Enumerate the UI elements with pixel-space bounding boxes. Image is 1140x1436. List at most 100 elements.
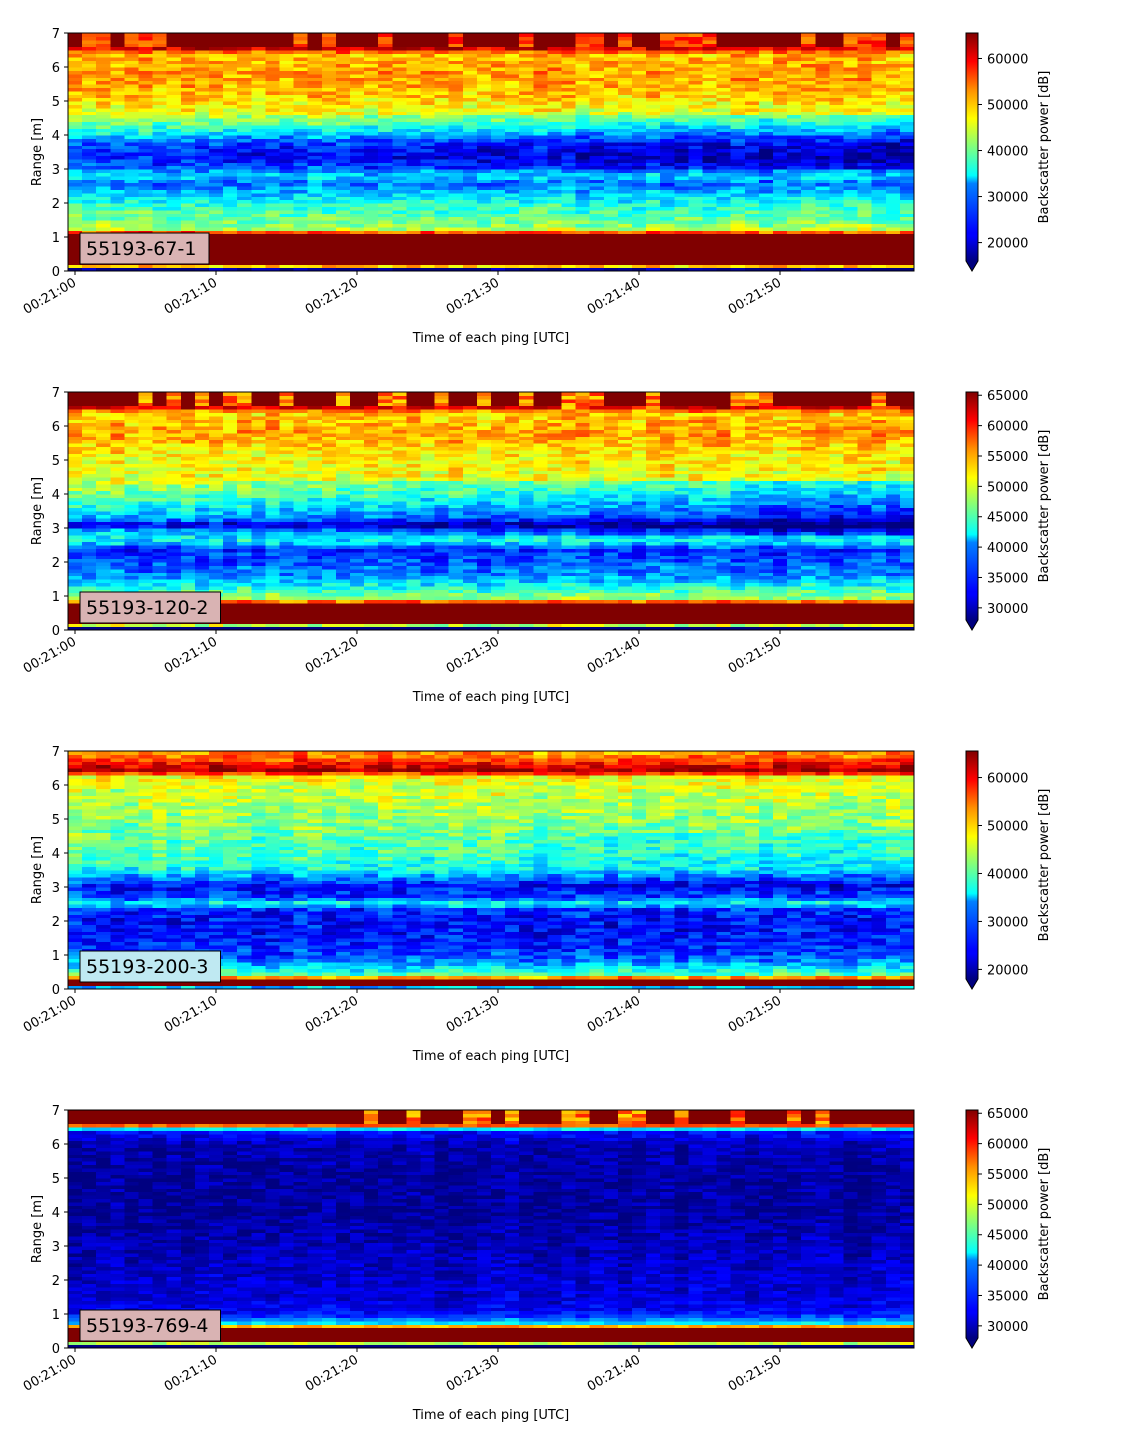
heatmap-cell xyxy=(350,260,365,265)
heatmap-cell xyxy=(223,107,238,112)
heatmap-cell xyxy=(617,118,633,122)
heatmap-cell xyxy=(293,152,309,156)
heatmap-cell xyxy=(124,179,140,184)
heatmap-cell xyxy=(843,80,859,85)
heatmap-cell xyxy=(434,67,450,71)
heatmap-cell xyxy=(787,250,802,255)
heatmap-cell xyxy=(589,213,605,218)
heatmap-cell xyxy=(505,104,520,109)
heatmap-cell xyxy=(209,223,224,228)
heatmap-cell xyxy=(519,209,534,214)
heatmap-cell xyxy=(730,60,746,65)
heatmap-cell xyxy=(223,203,238,207)
heatmap-cell xyxy=(589,135,605,139)
heatmap-cell xyxy=(434,70,450,75)
heatmap-cell xyxy=(420,128,436,133)
heatmap-cell xyxy=(617,111,633,116)
heatmap-cell xyxy=(660,206,675,211)
heatmap-cell xyxy=(434,182,450,187)
heatmap-cell xyxy=(82,165,97,170)
heatmap-cell xyxy=(491,267,506,272)
heatmap-cell xyxy=(575,46,591,51)
heatmap-cell xyxy=(462,145,478,150)
heatmap-cell xyxy=(279,148,295,153)
heatmap-cell xyxy=(420,254,436,258)
heatmap-cell xyxy=(787,162,802,167)
heatmap-cell xyxy=(279,128,295,133)
heatmap-cell xyxy=(491,223,506,228)
heatmap-cell xyxy=(152,104,168,109)
heatmap-cell xyxy=(378,165,393,170)
heatmap-cell xyxy=(476,73,492,78)
heatmap-cell xyxy=(491,158,506,163)
heatmap-cell xyxy=(138,186,154,190)
heatmap-cell xyxy=(575,220,591,224)
heatmap-cell xyxy=(166,67,182,71)
heatmap-cell xyxy=(688,87,704,92)
heatmap-cell xyxy=(843,152,859,156)
heatmap-cell xyxy=(251,97,266,102)
heatmap-cell xyxy=(406,60,422,65)
heatmap-cell xyxy=(519,192,534,197)
heatmap-cell xyxy=(194,196,210,201)
heatmap-cell xyxy=(96,56,111,61)
heatmap-cell xyxy=(575,230,591,235)
heatmap-cell xyxy=(688,94,704,99)
heatmap-cell xyxy=(519,162,534,167)
heatmap-cell xyxy=(787,131,802,136)
heatmap-cell xyxy=(307,90,323,95)
heatmap-cell xyxy=(660,209,675,214)
heatmap-cell xyxy=(843,128,859,133)
heatmap-cell xyxy=(491,53,506,58)
heatmap-cell xyxy=(547,80,563,85)
heatmap-cell xyxy=(730,107,746,112)
heatmap-cell xyxy=(603,84,619,88)
heatmap-cell xyxy=(448,192,464,197)
heatmap-cell xyxy=(561,172,577,177)
heatmap-cell xyxy=(547,43,563,48)
heatmap-cell xyxy=(589,257,605,262)
heatmap-cell xyxy=(335,118,351,122)
heatmap-cell xyxy=(660,223,675,228)
heatmap-cell xyxy=(730,220,746,224)
heatmap-cell xyxy=(110,60,125,65)
heatmap-cell xyxy=(533,107,548,112)
heatmap-cell xyxy=(138,84,154,88)
heatmap-cell xyxy=(138,487,154,492)
heatmap-cell xyxy=(307,50,323,54)
heatmap-cell xyxy=(716,67,732,71)
heatmap-cell xyxy=(547,131,563,136)
heatmap-cell xyxy=(68,260,83,265)
heatmap-cell xyxy=(575,240,591,245)
heatmap-cell xyxy=(829,94,845,99)
heatmap-cell xyxy=(561,97,577,102)
heatmap-cell xyxy=(702,247,718,252)
heatmap-cell xyxy=(378,121,393,126)
colorbar-tick-label: 40000 xyxy=(987,145,1028,160)
heatmap-cell xyxy=(364,77,379,82)
heatmap-cell xyxy=(632,90,647,95)
heatmap-cell xyxy=(646,209,661,214)
heatmap-cell xyxy=(843,50,859,54)
colorbar-tick-label: 30000 xyxy=(987,191,1028,206)
heatmap-cell xyxy=(688,46,704,51)
heatmap-cell xyxy=(674,186,689,190)
heatmap-cell xyxy=(646,118,661,122)
heatmap-cell xyxy=(237,87,252,92)
heatmap-cell xyxy=(138,152,154,156)
heatmap-cell xyxy=(265,237,281,241)
heatmap-cell xyxy=(632,36,647,41)
heatmap-cell xyxy=(702,70,718,75)
heatmap-cell xyxy=(462,264,478,269)
heatmap-cell xyxy=(702,46,718,51)
heatmap-cell xyxy=(505,73,520,78)
heatmap-cell xyxy=(350,141,365,146)
heatmap-cell xyxy=(392,67,407,71)
heatmap-cell xyxy=(307,33,323,37)
heatmap-cell xyxy=(899,209,915,214)
heatmap-cell xyxy=(491,196,506,201)
heatmap-cell xyxy=(392,186,407,190)
heatmap-cell xyxy=(688,196,704,201)
heatmap-cell xyxy=(899,243,915,248)
heatmap-cell xyxy=(434,124,450,129)
